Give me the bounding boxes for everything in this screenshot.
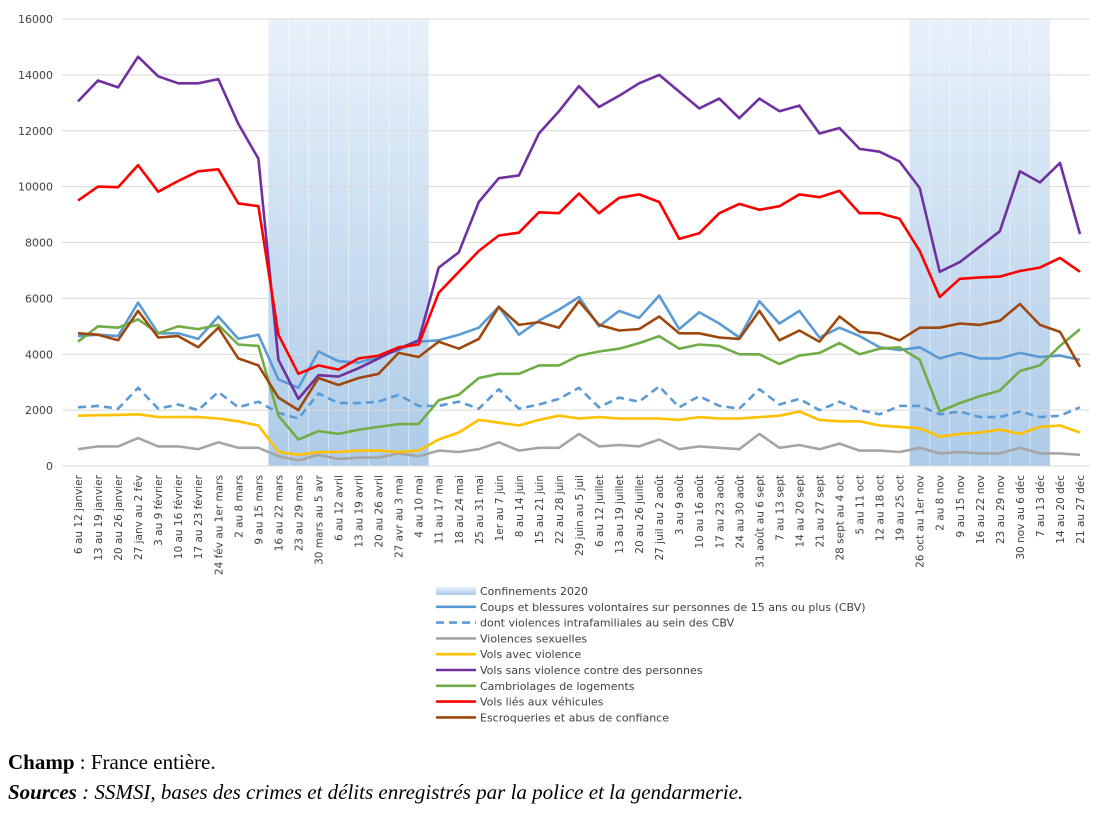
x-tick-label: 10 au 16 février xyxy=(173,474,185,559)
x-tick-label: 30 mars au 5 avr xyxy=(313,474,325,565)
x-tick-label: 13 au 19 avril xyxy=(354,475,366,548)
y-tick-label: 6000 xyxy=(25,292,53,305)
series-line-0 xyxy=(77,294,1081,390)
footer-champ: Champ : France entière. xyxy=(8,750,216,775)
x-tick-label: 7 au 13 déc xyxy=(1035,475,1047,537)
y-tick-label: 16000 xyxy=(18,13,53,26)
series-line-5 xyxy=(77,317,1081,441)
series-line-3 xyxy=(77,410,1081,457)
line-chart: 0 2000 4000 6000 8000 10000 12000 14000 16000 6 … xyxy=(18,13,1090,724)
x-tick-label: 31 août au 6 sept xyxy=(754,475,766,568)
x-tick-label: 16 au 22 mars xyxy=(273,475,285,551)
x-tick-label: 30 nov au 6 déc xyxy=(1015,475,1027,560)
legend-label-2: Violences sexuelles xyxy=(480,632,587,645)
x-tick-label: 17 au 23 février xyxy=(193,474,205,559)
series-line-7 xyxy=(77,299,1082,412)
legend-swatch-confinements xyxy=(436,587,476,595)
x-tick-label: 15 au 21 juin xyxy=(534,475,546,544)
x-tick-label: 9 au 15 nov xyxy=(955,475,967,537)
x-tick-label: 3 au 9 février xyxy=(153,474,165,546)
x-tick-label: 13 au 19 janvier xyxy=(93,474,105,560)
legend-label-0: Coups et blessures volontaires sur perso… xyxy=(480,601,866,614)
x-tick-label: 8 au 14 juin xyxy=(514,475,526,537)
y-tick-label: 10000 xyxy=(18,181,53,194)
y-tick-label: 4000 xyxy=(25,348,53,361)
x-tick-label: 6 au 12 avril xyxy=(334,475,346,541)
x-tick-label: 24 fév au 1er mars xyxy=(213,475,225,575)
x-tick-label: 27 janv au 2 fév xyxy=(133,475,145,560)
legend-label-3: Vols avec violence xyxy=(480,648,581,661)
footer-sources: Sources : SSMSI, bases des crimes et dél… xyxy=(8,780,743,805)
legend: Confinements 2020 Coups et blessures volo… xyxy=(436,585,866,724)
x-tick-label: 13 au 19 juillet xyxy=(614,475,626,554)
x-tick-label: 10 au 16 août xyxy=(694,475,706,548)
champ-text: : France entière. xyxy=(74,750,216,774)
x-tick-label: 18 au 24 mai xyxy=(454,475,466,544)
x-tick-label: 21 au 27 déc xyxy=(1075,475,1087,544)
x-tick-label: 23 au 29 nov xyxy=(995,475,1007,544)
series-line-1 xyxy=(77,385,1081,420)
x-tick-label: 2 au 8 nov xyxy=(935,475,947,531)
x-tick-label: 26 oct au 1er nov xyxy=(915,475,927,568)
series-line-2 xyxy=(77,432,1081,462)
sources-label: Sources xyxy=(8,780,77,804)
champ-label: Champ xyxy=(8,750,75,774)
x-tick-label: 27 juil au 2 août xyxy=(654,475,666,561)
legend-label-5: Cambriolages de logements xyxy=(480,680,635,693)
y-axis: 0 2000 4000 6000 8000 10000 12000 14000 16000 xyxy=(18,13,53,473)
legend-label-4: Vols sans violence contre des personnes xyxy=(480,664,703,677)
legend-label-7: Escroqueries et abus de confiance xyxy=(480,711,669,724)
x-tick-label: 25 au 31 mai xyxy=(474,475,486,544)
x-tick-label: 1er au 7 juin xyxy=(494,475,506,541)
x-tick-label: 22 au 28 juin xyxy=(554,475,566,544)
x-tick-label: 2 au 8 mars xyxy=(233,475,245,538)
x-tick-label: 20 au 26 avril xyxy=(374,475,386,548)
x-tick-label: 19 au 25 oct xyxy=(895,475,907,541)
x-tick-label: 14 au 20 sept xyxy=(794,475,806,548)
y-tick-label: 8000 xyxy=(25,237,53,250)
y-tick-label: 2000 xyxy=(25,404,53,417)
x-tick-label: 11 au 17 mai xyxy=(434,475,446,544)
y-tick-label: 14000 xyxy=(18,69,53,82)
x-tick-label: 3 au 9 août xyxy=(674,475,686,535)
x-tick-label: 5 au 11 oct xyxy=(855,475,867,534)
x-tick-label: 21 au 27 sept xyxy=(814,475,826,548)
legend-label-confinements: Confinements 2020 xyxy=(480,585,588,598)
x-tick-label: 16 au 22 nov xyxy=(975,475,987,544)
y-tick-label: 12000 xyxy=(18,125,53,138)
x-tick-label: 24 au 30 août xyxy=(734,475,746,548)
x-tick-label: 4 au 10 mai xyxy=(414,475,426,538)
x-tick-label: 12 au 18 oct xyxy=(875,475,887,541)
x-tick-label: 14 au 20 déc xyxy=(1055,475,1067,544)
x-tick-label: 7 au 13 sept xyxy=(774,475,786,541)
legend-label-6: Vols liés aux véhicules xyxy=(480,696,604,709)
series-line-4 xyxy=(77,55,1082,401)
x-tick-label: 27 avr au 3 mai xyxy=(394,475,406,558)
sources-text: : SSMSI, bases des crimes et délits enre… xyxy=(76,780,744,804)
x-tick-label: 29 juin au 5 juil xyxy=(574,475,586,556)
x-tick-label: 17 au 23 août xyxy=(714,475,726,548)
x-tick-label: 20 au 26 juillet xyxy=(634,475,646,554)
series-lines xyxy=(77,55,1082,462)
y-tick-label: 0 xyxy=(46,460,53,473)
x-tick-label: 28 sept au 4 oct xyxy=(835,475,847,561)
x-tick-label: 6 au 12 janvier xyxy=(73,474,85,554)
legend-label-1: dont violences intrafamiliales au sein d… xyxy=(480,617,735,630)
x-tick-label: 23 au 29 mars xyxy=(293,475,305,551)
x-axis: 6 au 12 janvier 13 au 19 janvier 20 au 26 … xyxy=(73,474,1087,575)
series-line-6 xyxy=(77,163,1081,376)
x-tick-label: 9 au 15 mars xyxy=(253,475,265,545)
x-tick-label: 6 au 12 juillet xyxy=(594,475,606,547)
x-tick-label: 20 au 26 janvier xyxy=(113,474,125,560)
